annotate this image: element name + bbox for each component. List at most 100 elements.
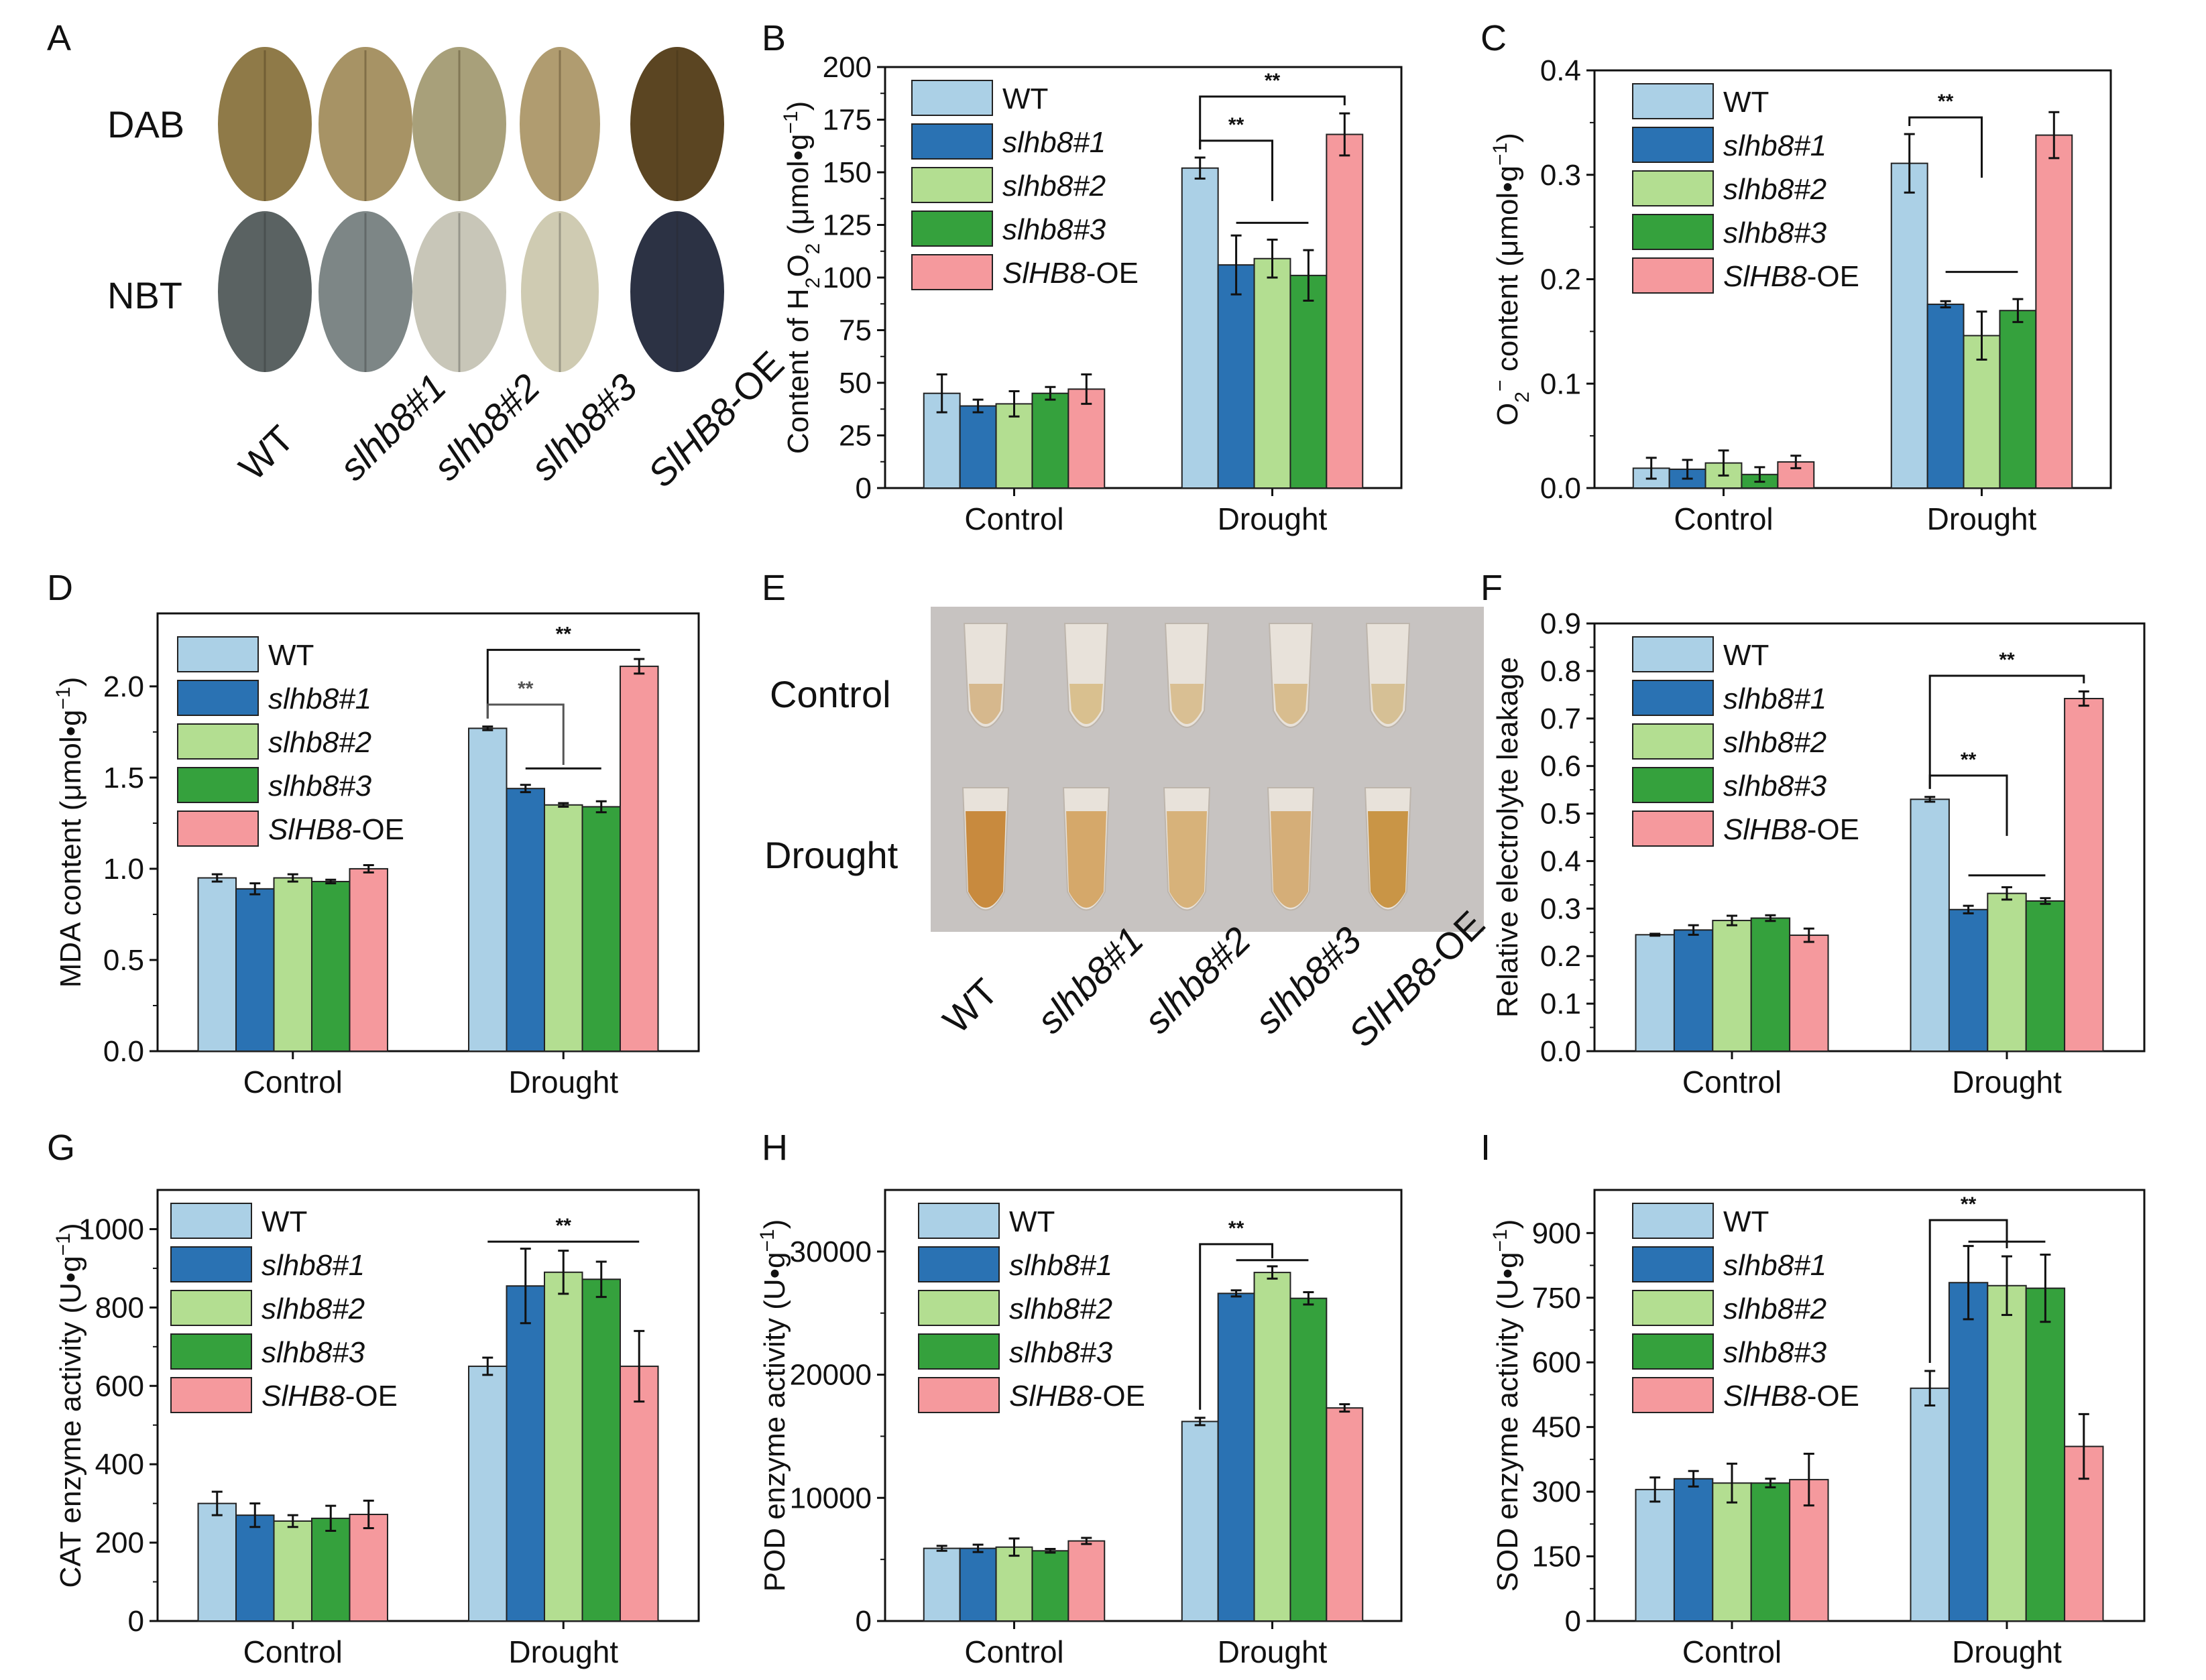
legend-italic: slhb8#1: [1009, 1249, 1112, 1282]
leaf-dab-4: [520, 47, 600, 201]
y-tick-label: 0.0: [103, 1035, 144, 1068]
bar-SlHB8-OE-control: [1789, 1479, 1829, 1622]
legend-swatch-slhb8#1: [918, 1246, 1000, 1282]
legend-label-WT: WT: [1002, 82, 1048, 115]
legend-swatch-SlHB8-OE: [1632, 257, 1714, 294]
bar-slhb8#3-drought: [2025, 1287, 2066, 1622]
col-normal: WT: [231, 417, 302, 488]
legend-swatch-SlHB8-OE: [918, 1377, 1000, 1413]
legend-swatch-slhb8#3: [170, 1333, 252, 1370]
bar-slhb8#3-control: [310, 880, 351, 1053]
y-tick-label: 450: [1532, 1411, 1581, 1444]
bar-slhb8#3-control: [1750, 917, 1791, 1052]
legend-swatch-WT: [170, 1203, 252, 1239]
bar-WT-drought: [1910, 1387, 1950, 1622]
legend-label-slhb8#2: slhb8#2: [1723, 726, 1826, 759]
legend-suffix: -OE: [1093, 1380, 1145, 1413]
legend-italic: slhb8#1: [1723, 1249, 1826, 1282]
legend-italic: slhb8#3: [1723, 770, 1827, 802]
bar-slhb8#2-drought: [1987, 1284, 2027, 1622]
legend-swatch-slhb8#3: [1632, 767, 1714, 803]
bar-WT-control: [923, 1547, 961, 1622]
y-axis-label: POD enzyme activity (U•g−1): [756, 1219, 792, 1592]
significance-mark: **: [556, 1215, 572, 1237]
y-axis-label-part: ): [54, 677, 87, 687]
legend-italic: slhb8#1: [268, 682, 371, 715]
bar-SlHB8-OE-drought: [1326, 1407, 1364, 1622]
y-axis-label-part: MDA content (μmol•g: [54, 709, 87, 987]
legend-italic: slhb8#2: [1723, 173, 1826, 206]
y-tick-label: 800: [95, 1291, 144, 1324]
legend-italic: slhb8#2: [268, 726, 371, 759]
y-tick-label: 0: [128, 1605, 144, 1638]
legend-label-WT: WT: [1723, 639, 1769, 672]
significance-mark: **: [518, 678, 534, 700]
significance-bracket: [1908, 116, 1983, 178]
photo-row-control: Control: [770, 673, 891, 715]
y-axis-label-part: Relative electrolyte leakage: [1491, 657, 1524, 1018]
bar-WT-drought: [1910, 798, 1950, 1053]
leaf-dab-5: [630, 47, 724, 201]
photo-E-column-label: slhb8#1: [1029, 918, 1151, 1041]
legend-suffix: -OE: [352, 813, 404, 846]
panel-label-E: E: [762, 568, 786, 608]
y-tick-label: 0.9: [1540, 607, 1581, 640]
legend-suffix: -OE: [1086, 257, 1139, 290]
y-tick-label: 600: [1532, 1346, 1581, 1379]
bar-slhb8#1-drought: [1217, 1293, 1255, 1622]
significance-bracket: [1199, 95, 1346, 150]
y-axis-label-part: ): [1491, 1219, 1524, 1229]
legend-swatch-WT: [1632, 1203, 1714, 1239]
bar-slhb8#3-drought: [581, 806, 621, 1052]
y-tick-label: 0.4: [1540, 54, 1581, 87]
significance-bracket: [1199, 139, 1273, 201]
axes-frame: [156, 1189, 700, 1622]
x-category-drought: Drought: [1218, 501, 1328, 536]
legend-italic: SlHB8: [262, 1380, 345, 1413]
legend-label-slhb8#2: slhb8#2: [268, 726, 371, 759]
bar-slhb8#1-control: [959, 405, 997, 489]
legend-suffix: WT: [262, 1205, 307, 1238]
bar-slhb8#3-drought: [581, 1278, 621, 1622]
y-tick-label: 50: [839, 367, 872, 400]
bar-WT-drought: [1181, 1421, 1219, 1622]
bar-WT-drought: [468, 1366, 508, 1622]
legend-swatch-SlHB8-OE: [911, 254, 993, 290]
panel-D: D 0.0 0.5 1.0 1.5 2.0 MDA content (μmol•g−1) Co…: [47, 568, 700, 1099]
y-tick-label: 0.8: [1540, 655, 1581, 688]
bar-slhb8#1-drought: [1948, 908, 1989, 1052]
y-tick-label: 10000: [790, 1482, 872, 1514]
legend-suffix: WT: [268, 639, 314, 672]
legend-italic: slhb8#2: [1009, 1293, 1112, 1325]
legend-label-slhb8#3: slhb8#3: [262, 1336, 365, 1369]
legend-swatch-SlHB8-OE: [1632, 1377, 1714, 1413]
y-tick-label: 300: [1532, 1476, 1581, 1508]
y-tick-label: 200: [95, 1526, 144, 1559]
y-axis-label-part: POD enzyme activity (U•g: [758, 1252, 791, 1592]
col-italic: slhb8#2: [1136, 918, 1259, 1041]
legend-swatch-slhb8#1: [911, 123, 993, 160]
legend-italic: slhb8#3: [1723, 217, 1827, 249]
y-axis-label-part: ): [758, 1219, 791, 1229]
photo-A-column-label: slhb8#2: [425, 365, 548, 488]
y-axis-label-part: SOD enzyme activity (U•g: [1491, 1252, 1524, 1592]
y-tick-label: 0.1: [1540, 367, 1581, 400]
legend-swatch-slhb8#3: [177, 767, 259, 803]
y-axis-label-part: −1: [52, 1233, 74, 1256]
tube-control-liquid: [969, 684, 1002, 724]
legend-label-slhb8#2: slhb8#2: [262, 1293, 365, 1325]
x-category-control: Control: [243, 1634, 343, 1669]
bar-slhb8#3-drought: [1289, 1297, 1328, 1622]
significance-mark: **: [556, 623, 572, 645]
y-axis-label-part: O: [782, 254, 815, 277]
significance-mark: **: [1265, 70, 1281, 92]
bar-SlHB8-OE-control: [1067, 1540, 1106, 1622]
leaf-nbt-4: [521, 211, 599, 372]
y-axis-label-part: −1: [1489, 1229, 1511, 1252]
legend-label-slhb8#1: slhb8#1: [268, 682, 371, 715]
legend-suffix: -OE: [1807, 813, 1859, 846]
legend-swatch-WT: [911, 80, 993, 116]
y-tick-label: 400: [95, 1448, 144, 1481]
significance-mark: **: [1228, 1217, 1244, 1240]
legend-suffix: -OE: [1807, 1380, 1859, 1413]
